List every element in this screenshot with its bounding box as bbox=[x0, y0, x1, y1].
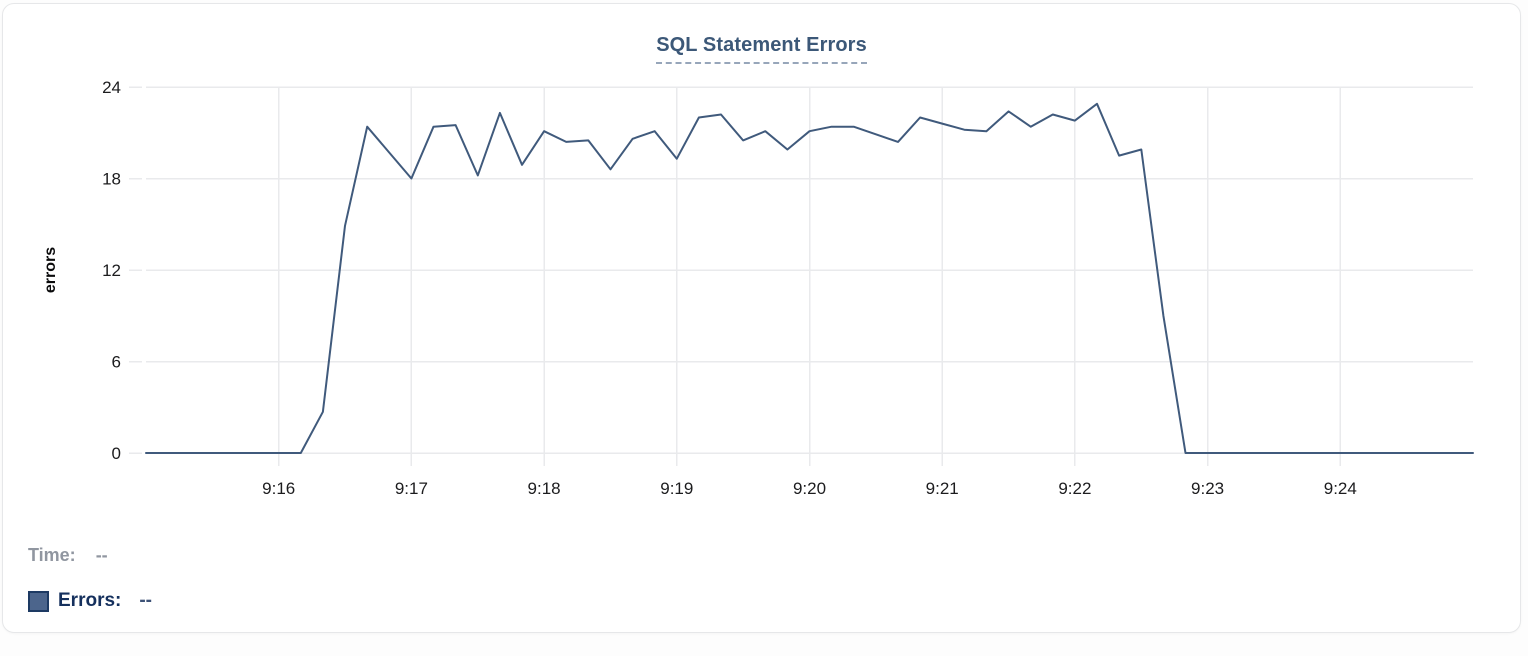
legend-errors-label: Errors: bbox=[58, 590, 122, 611]
errors-series-swatch bbox=[28, 590, 49, 612]
y-tick-label: 0 bbox=[112, 444, 121, 463]
y-tick-label: 6 bbox=[112, 353, 121, 372]
legend-errors-value: -- bbox=[139, 590, 153, 611]
x-tick-label: 9:20 bbox=[793, 479, 826, 498]
legend-time-row: Time: -- bbox=[28, 545, 152, 566]
x-tick-label: 9:16 bbox=[262, 479, 295, 498]
legend-time-value: -- bbox=[95, 545, 108, 565]
y-tick-label: 12 bbox=[102, 261, 121, 280]
x-tick-label: 9:21 bbox=[926, 479, 959, 498]
errors-series-line bbox=[145, 102, 1474, 454]
x-tick-label: 9:18 bbox=[528, 479, 561, 498]
y-tick-label: 18 bbox=[102, 170, 121, 189]
x-tick-label: 9:24 bbox=[1324, 479, 1357, 498]
legend-errors-row: Errors: -- bbox=[28, 590, 152, 612]
chart-title-wrap: SQL Statement Errors bbox=[3, 34, 1520, 64]
legend-time-label: Time: bbox=[28, 545, 76, 565]
y-tick-label: 24 bbox=[102, 78, 121, 97]
x-tick-label: 9:17 bbox=[395, 479, 428, 498]
x-tick-label: 9:23 bbox=[1191, 479, 1224, 498]
x-tick-label: 9:22 bbox=[1058, 479, 1091, 498]
x-tick-label: 9:19 bbox=[660, 479, 693, 498]
chart-card: SQL Statement Errors errors 0 6 12 18 24 9:16… bbox=[2, 3, 1521, 633]
errors-line-chart[interactable]: 0 6 12 18 24 9:16 9:17 9:18 9:19 9:20 9:21 9:22 9:23… bbox=[3, 4, 1528, 656]
chart-title[interactable]: SQL Statement Errors bbox=[656, 34, 867, 64]
legend: Time: -- Errors: -- bbox=[28, 545, 152, 612]
